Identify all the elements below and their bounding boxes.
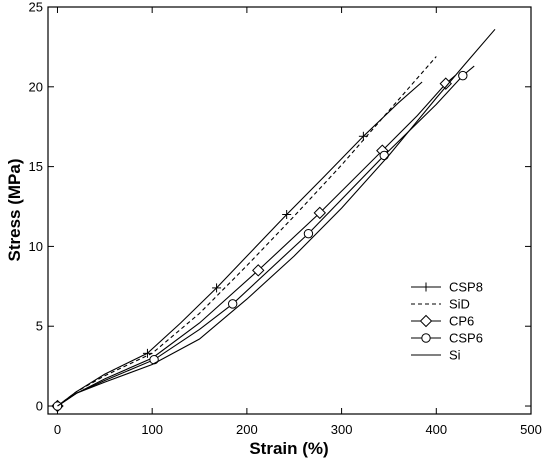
series-line-sid xyxy=(57,56,437,407)
data-point-csp6 xyxy=(458,70,468,81)
x-tick-label: 500 xyxy=(520,422,542,437)
legend-label-csp6: CSP6 xyxy=(449,331,483,346)
data-point-csp8 xyxy=(212,283,222,293)
axis-ticks: 0 100 200 300 400 500 0 5 10 15 20 25 xyxy=(29,0,542,437)
data-point-csp6 xyxy=(149,355,159,365)
y-tick-label: 0 xyxy=(36,399,43,414)
legend-marker-cp6 xyxy=(419,314,433,328)
data-point-csp8 xyxy=(142,348,152,358)
legend-marker-csp6 xyxy=(421,333,431,343)
x-tick-label: 0 xyxy=(54,422,61,437)
x-tick-label: 400 xyxy=(425,422,447,437)
series-line-si xyxy=(57,28,496,407)
data-point-csp6 xyxy=(227,299,238,309)
y-tick-label: 20 xyxy=(29,79,43,94)
series-line-csp8 xyxy=(57,81,423,407)
y-tick-label: 5 xyxy=(36,319,43,334)
y-axis-title: Stress (MPa) xyxy=(5,159,24,262)
data-point-cp6 xyxy=(313,206,327,220)
data-point-csp6 xyxy=(303,228,314,239)
x-tick-label: 300 xyxy=(331,422,353,437)
x-tick-label: 100 xyxy=(141,422,163,437)
legend-marker-csp8 xyxy=(421,282,431,292)
legend-label-csp8: CSP8 xyxy=(449,280,483,295)
data-point-csp6 xyxy=(379,150,389,161)
y-tick-label: 25 xyxy=(29,0,43,15)
y-tick-label: 15 xyxy=(29,159,43,174)
x-tick-label: 200 xyxy=(236,422,258,437)
data-point-cp6 xyxy=(252,264,265,277)
data-point-csp6 xyxy=(52,401,63,411)
data-point-csp8 xyxy=(282,209,292,219)
x-axis-title: Strain (%) xyxy=(249,439,328,458)
legend-label-sid: SiD xyxy=(449,297,470,312)
series-group xyxy=(51,28,496,413)
plot-frame xyxy=(47,6,532,415)
y-tick-label: 10 xyxy=(29,239,43,254)
series-line-cp6 xyxy=(57,75,456,407)
legend-label-cp6: CP6 xyxy=(449,314,474,329)
legend: CSP8 SiD CP6 CSP6 Si xyxy=(411,280,483,363)
legend-label-si: Si xyxy=(449,348,461,363)
